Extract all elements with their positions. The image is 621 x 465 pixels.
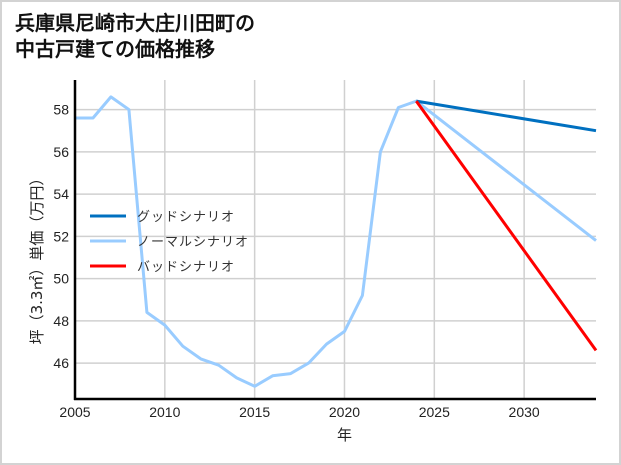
x-tick-label: 2020 xyxy=(329,404,360,420)
x-tick-label: 2025 xyxy=(419,404,450,420)
x-tick-label: 2005 xyxy=(59,404,90,420)
x-tick-label: 2010 xyxy=(149,404,180,420)
grid-lines xyxy=(75,80,596,399)
x-tick-label: 2015 xyxy=(239,404,270,420)
series-line-0 xyxy=(416,99,597,133)
y-tick-label: 50 xyxy=(53,271,69,287)
chart-title: 兵庫県尼崎市大庄川田町の 中古戸建ての価格推移 xyxy=(15,10,255,62)
y-tick-label: 56 xyxy=(53,144,69,160)
y-tick-label: 58 xyxy=(53,102,69,118)
legend-label-0: グッドシナリオ xyxy=(137,210,235,225)
y-tick-label: 48 xyxy=(53,313,69,329)
axes xyxy=(73,80,596,401)
tick-labels: 2005 2010 2015 2020 2025 2030 46 48 50 52 54 56 58 xyxy=(53,102,539,420)
y-tick-label: 46 xyxy=(53,355,69,371)
series-line-2 xyxy=(415,100,598,352)
legend-label-1: ノーマルシナリオ xyxy=(137,235,249,250)
series-lines xyxy=(75,95,598,388)
chart-title-line-2: 中古戸建ての価格推移 xyxy=(15,37,215,61)
legend-label-2: バッドシナリオ xyxy=(137,260,235,275)
y-tick-label: 52 xyxy=(53,228,69,244)
y-axis-label: 坪（3.3㎡）単価（万円） xyxy=(28,171,46,345)
y-tick-label: 54 xyxy=(53,186,69,202)
x-axis-label: 年 xyxy=(337,426,352,444)
chart-title-line-1: 兵庫県尼崎市大庄川田町の xyxy=(15,11,255,35)
series-line-1 xyxy=(75,95,597,388)
x-tick-label: 2030 xyxy=(509,404,540,420)
